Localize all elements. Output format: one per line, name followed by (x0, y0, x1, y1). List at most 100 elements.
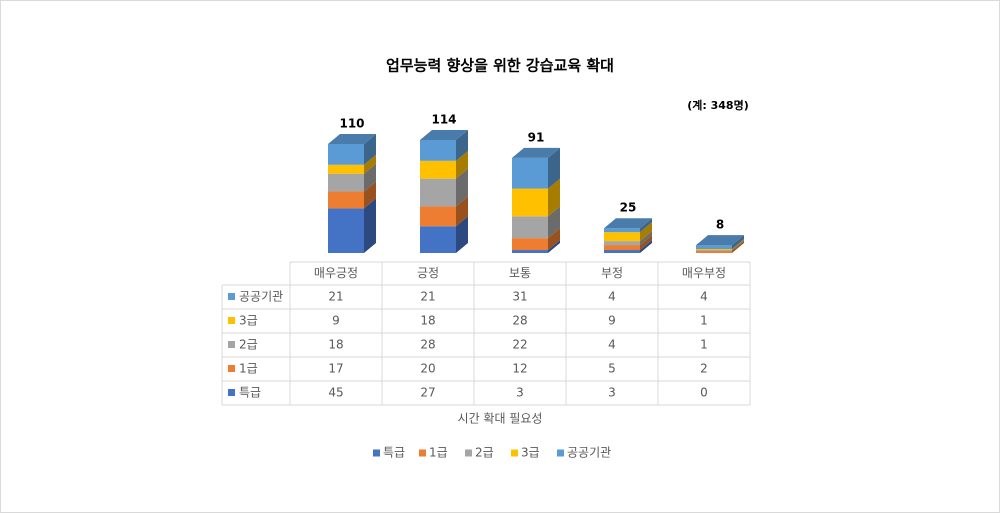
table-header: 매우부정 (682, 266, 726, 280)
table-key (228, 341, 235, 348)
bar-top (696, 235, 744, 246)
bar-side (364, 198, 376, 253)
bar-side (364, 133, 376, 165)
bar-side (548, 240, 560, 253)
table-cell: 20 (420, 362, 435, 376)
table-cell: 4 (608, 338, 616, 352)
annotation: (계: 348명) (687, 98, 749, 112)
bar-segment (512, 157, 548, 189)
table-key (228, 389, 235, 396)
legend-swatch (465, 449, 472, 457)
bar-side (548, 178, 560, 217)
table-cell: 12 (512, 362, 527, 376)
bar-segment (328, 143, 364, 165)
bar-segment (420, 226, 456, 253)
bar-side (548, 206, 560, 239)
table-cell: 17 (328, 362, 343, 376)
total-label: 91 (528, 130, 545, 144)
bar-segment (512, 238, 548, 251)
bar-side (640, 222, 652, 242)
table-key (228, 293, 235, 300)
bar-side (640, 235, 652, 251)
legend-label: 공공기관 (567, 446, 611, 460)
table-cell: 21 (420, 290, 435, 304)
table-cell: 28 (420, 338, 435, 352)
bar-segment (328, 164, 364, 174)
table-header: 보통 (509, 266, 531, 280)
legend-swatch (419, 449, 426, 457)
bar-top (604, 218, 652, 229)
bar-side (640, 218, 652, 233)
bar-segment (420, 178, 456, 207)
bar-segment (604, 250, 640, 253)
bar-side (456, 216, 468, 253)
bar-top (512, 147, 560, 158)
bar-segment (696, 249, 732, 251)
table-cell: 3 (608, 386, 616, 400)
table-row-label: 공공기관 (239, 290, 283, 304)
table-key (228, 317, 235, 324)
total-label: 114 (431, 113, 456, 127)
table-row-label: 특급 (239, 386, 261, 400)
table-row-label: 1급 (239, 362, 258, 376)
legend-label: 특급 (383, 446, 405, 460)
total-label: 8 (716, 218, 724, 232)
table-cell: 3 (516, 386, 524, 400)
bar-side (456, 168, 468, 207)
bar-side (364, 181, 376, 209)
bar-side (732, 241, 744, 253)
bar-side (732, 235, 744, 250)
table-cell: 9 (332, 314, 340, 328)
total-label: 25 (620, 201, 637, 215)
legend-swatch (373, 449, 380, 457)
bar-top (328, 133, 376, 144)
legend-label: 1급 (429, 446, 448, 460)
bar-segment (328, 208, 364, 253)
legend-swatch (511, 449, 518, 457)
bar-segment (604, 232, 640, 242)
bar-side (640, 240, 652, 253)
table-cell: 4 (700, 290, 708, 304)
table-cell: 45 (328, 386, 343, 400)
legend-swatch (557, 449, 564, 457)
table-header: 매우긍정 (314, 266, 358, 280)
bar-segment (512, 188, 548, 217)
table-cell: 1 (700, 338, 708, 352)
table-cell: 4 (608, 290, 616, 304)
legend-label: 3급 (521, 446, 540, 460)
x-axis-title: 시간 확대 필요성 (458, 412, 543, 426)
bar-side (732, 240, 744, 252)
table-cell: 21 (328, 290, 343, 304)
bar-segment (696, 251, 732, 253)
bar-segment (604, 245, 640, 251)
bar-segment (696, 250, 732, 252)
table-header: 부정 (601, 266, 623, 280)
bar-side (456, 150, 468, 179)
table-cell: 31 (512, 290, 527, 304)
table-cell: 5 (608, 362, 616, 376)
bar-side (732, 239, 744, 251)
bar-segment (696, 245, 732, 250)
table-row-label: 2급 (239, 338, 258, 352)
table-cell: 28 (512, 314, 527, 328)
bar-side (364, 154, 376, 174)
chart-title: 업무능력 향상을 위한 강습교육 확대 (386, 57, 614, 75)
bar-side (364, 163, 376, 192)
bar-side (456, 130, 468, 161)
bar-segment (512, 250, 548, 253)
bar-segment (512, 216, 548, 239)
bar-segment (328, 173, 364, 192)
table-cell: 18 (328, 338, 343, 352)
table-row-label: 3급 (239, 314, 258, 328)
table-cell: 2 (700, 362, 708, 376)
table-cell: 27 (420, 386, 435, 400)
bar-segment (420, 160, 456, 179)
table-cell: 18 (420, 314, 435, 328)
bar-side (456, 196, 468, 227)
bar-side (640, 231, 652, 246)
bar-segment (328, 191, 364, 209)
total-label: 110 (339, 116, 364, 130)
bar-side (548, 228, 560, 251)
